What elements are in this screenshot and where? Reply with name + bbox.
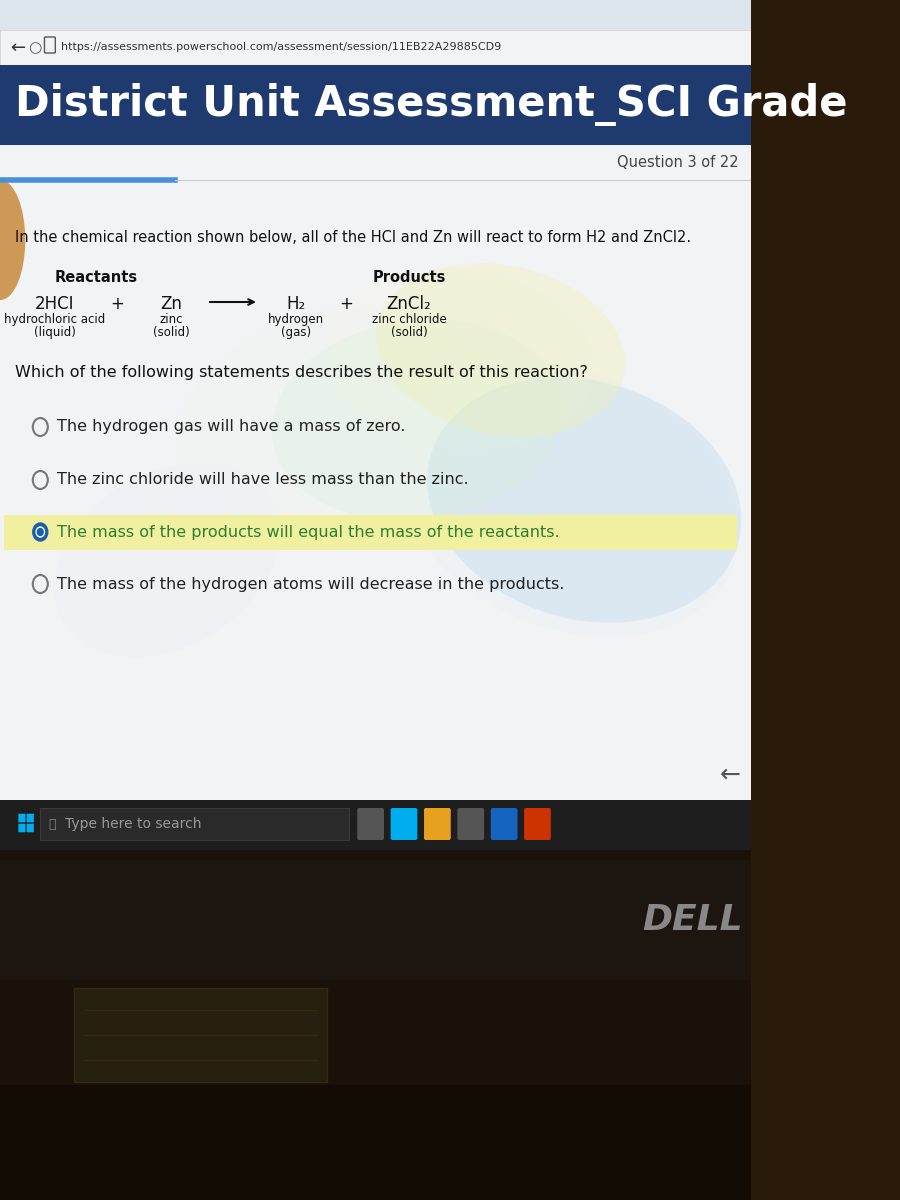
Text: 2HCI: 2HCI [35,295,74,313]
Text: ←: ← [10,38,25,56]
FancyBboxPatch shape [27,814,34,822]
FancyBboxPatch shape [18,823,25,833]
Ellipse shape [177,307,491,533]
Circle shape [38,528,43,535]
Text: The mass of the products will equal the mass of the reactants.: The mass of the products will equal the … [57,524,560,540]
Circle shape [36,527,44,538]
FancyBboxPatch shape [40,808,349,840]
Ellipse shape [272,319,563,521]
Text: https://assessments.powerschool.com/assessment/session/11EB22A29885CD9: https://assessments.powerschool.com/asse… [61,42,501,53]
FancyBboxPatch shape [357,808,384,840]
Circle shape [32,523,48,541]
FancyBboxPatch shape [0,850,751,1200]
Text: 🔍: 🔍 [49,817,56,830]
FancyBboxPatch shape [4,515,737,550]
Ellipse shape [54,463,280,658]
Text: The zinc chloride will have less mass than the zinc.: The zinc chloride will have less mass th… [57,473,469,487]
FancyBboxPatch shape [0,0,751,805]
Text: zinc chloride: zinc chloride [372,313,446,326]
Text: zinc: zinc [159,313,183,326]
Text: Zn: Zn [160,295,182,313]
FancyBboxPatch shape [0,30,751,65]
FancyBboxPatch shape [18,814,25,822]
FancyBboxPatch shape [27,823,34,833]
Ellipse shape [428,377,742,623]
Text: DELL: DELL [643,902,743,937]
FancyBboxPatch shape [0,800,751,850]
Text: (gas): (gas) [282,326,311,338]
FancyBboxPatch shape [0,1085,751,1200]
FancyBboxPatch shape [0,145,751,805]
Text: hydrochloric acid: hydrochloric acid [4,313,105,326]
Text: hydrogen: hydrogen [268,313,325,326]
FancyBboxPatch shape [0,65,751,145]
Text: In the chemical reaction shown below, all of the HCI and Zn will react to form H: In the chemical reaction shown below, al… [15,230,691,245]
Text: District Unit Assessment_SCI Grade: District Unit Assessment_SCI Grade [15,84,848,126]
Text: Type here to search: Type here to search [66,817,202,830]
Text: The mass of the hydrogen atoms will decrease in the products.: The mass of the hydrogen atoms will decr… [57,576,564,592]
Text: +: + [110,295,124,313]
Ellipse shape [396,364,739,637]
FancyBboxPatch shape [74,988,328,1082]
Text: +: + [339,295,354,313]
Text: (solid): (solid) [391,326,428,338]
FancyBboxPatch shape [524,808,551,840]
Text: ZnCl₂: ZnCl₂ [387,295,431,313]
Ellipse shape [376,263,626,437]
FancyBboxPatch shape [0,860,751,980]
Text: H₂: H₂ [287,295,306,313]
Text: (solid): (solid) [153,326,190,338]
FancyBboxPatch shape [457,808,484,840]
FancyBboxPatch shape [424,808,451,840]
Ellipse shape [0,180,25,300]
Text: The hydrogen gas will have a mass of zero.: The hydrogen gas will have a mass of zer… [57,420,406,434]
FancyBboxPatch shape [391,808,418,840]
Text: (liquid): (liquid) [33,326,76,338]
Ellipse shape [326,269,592,451]
FancyBboxPatch shape [0,0,751,1200]
Text: ○: ○ [29,40,42,55]
Text: Reactants: Reactants [55,270,138,284]
Text: Which of the following statements describes the result of this reaction?: Which of the following statements descri… [15,365,588,380]
FancyBboxPatch shape [491,808,518,840]
Text: Products: Products [373,270,446,284]
Text: ←: ← [720,763,741,787]
Text: Question 3 of 22: Question 3 of 22 [616,155,739,170]
